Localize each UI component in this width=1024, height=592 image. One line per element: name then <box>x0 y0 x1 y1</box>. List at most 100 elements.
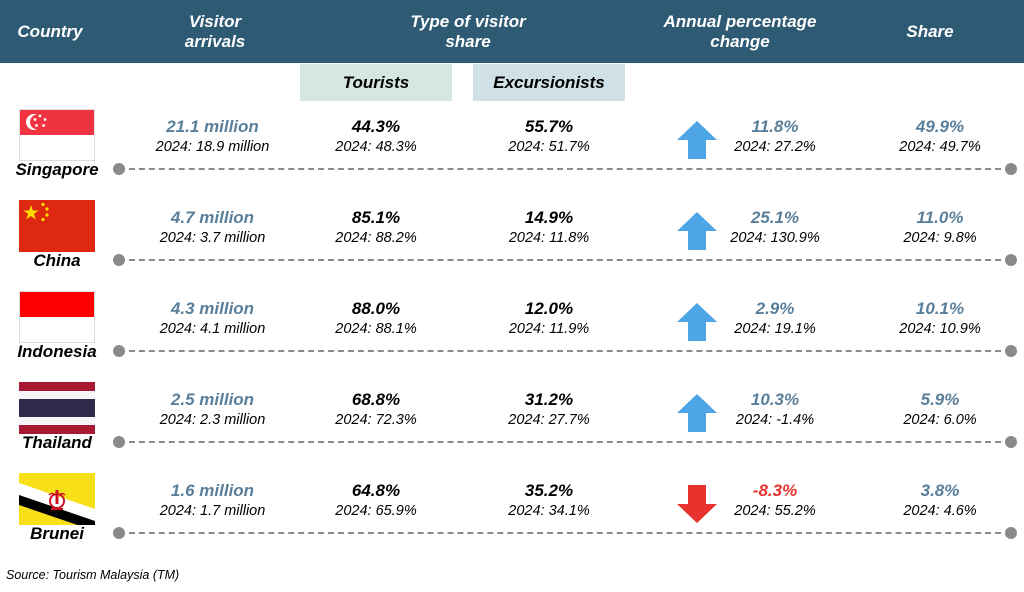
excursionists-prev: 2024: 11.8% <box>508 230 590 246</box>
annual-change-cell: -8.3% 2024: 55.2% <box>715 481 835 521</box>
singapore-flag-icon <box>19 109 95 161</box>
excursionists-cell: 14.9% 2024: 11.8% <box>489 208 609 248</box>
share-prev: 2024: 4.6% <box>903 503 977 519</box>
indonesia-flag-icon <box>19 291 95 343</box>
table-row: China 4.7 million 2024: 3.7 million 85.1… <box>0 192 1024 283</box>
header-share: Share <box>906 21 954 41</box>
excursionists-value: 35.2% <box>524 481 574 500</box>
excursionists-prev: 2024: 11.9% <box>508 321 590 337</box>
arrivals-value: 1.6 million <box>170 481 255 500</box>
tourists-value: 44.3% <box>351 117 401 136</box>
annual-change-cell: 2.9% 2024: 19.1% <box>715 299 835 339</box>
excursionists-prev: 2024: 34.1% <box>508 503 590 519</box>
tourists-cell: 68.8% 2024: 72.3% <box>316 390 436 430</box>
table-header: Country Visitor arrivals Type of visitor… <box>0 0 1024 63</box>
tourists-prev: 2024: 65.9% <box>335 503 417 519</box>
divider-dot <box>113 163 125 175</box>
arrow-down-icon <box>677 485 717 523</box>
subheader-tourists: Tourists <box>300 64 452 101</box>
arrivals-prev: 2024: 2.3 million <box>159 412 266 428</box>
change-prev: 2024: 130.9% <box>730 230 820 246</box>
visitor-arrivals-cell: 4.7 million 2024: 3.7 million <box>140 208 285 248</box>
tourists-cell: 44.3% 2024: 48.3% <box>316 117 436 157</box>
excursionists-cell: 35.2% 2024: 34.1% <box>489 481 609 521</box>
excursionists-cell: 12.0% 2024: 11.9% <box>489 299 609 339</box>
share-cell: 3.8% 2024: 4.6% <box>880 481 1000 521</box>
china-flag-icon <box>19 200 95 252</box>
tourists-value: 68.8% <box>351 390 401 409</box>
share-prev: 2024: 10.9% <box>899 321 981 337</box>
row-divider <box>119 532 1011 534</box>
excursionists-cell: 55.7% 2024: 51.7% <box>489 117 609 157</box>
tourists-cell: 85.1% 2024: 88.2% <box>316 208 436 248</box>
divider-dot <box>1005 163 1017 175</box>
visitor-arrivals-cell: 2.5 million 2024: 2.3 million <box>140 390 285 430</box>
row-divider <box>119 350 1011 352</box>
annual-change-cell: 25.1% 2024: 130.9% <box>715 208 835 248</box>
divider-dot <box>1005 527 1017 539</box>
tourists-prev: 2024: 88.1% <box>335 321 417 337</box>
arrivals-prev: 2024: 1.7 million <box>159 503 266 519</box>
row-divider <box>119 168 1011 170</box>
row-divider <box>119 441 1011 443</box>
annual-change-cell: 10.3% 2024: -1.4% <box>715 390 835 430</box>
divider-dot <box>1005 345 1017 357</box>
tourists-cell: 88.0% 2024: 88.1% <box>316 299 436 339</box>
share-value: 5.9% <box>920 390 960 409</box>
share-value: 10.1% <box>915 299 965 318</box>
divider-dot <box>113 527 125 539</box>
change-prev: 2024: 19.1% <box>734 321 816 337</box>
table-row: Thailand 2.5 million 2024: 2.3 million 6… <box>0 374 1024 465</box>
country-name: Singapore <box>15 160 99 179</box>
excursionists-value: 14.9% <box>524 208 574 227</box>
divider-dot <box>113 254 125 266</box>
country-name: China <box>33 251 81 270</box>
arrivals-prev: 2024: 4.1 million <box>159 321 266 337</box>
tourists-cell: 64.8% 2024: 65.9% <box>316 481 436 521</box>
tourists-value: 64.8% <box>351 481 401 500</box>
excursionists-prev: 2024: 51.7% <box>508 139 590 155</box>
brunei-flag-icon <box>19 473 95 525</box>
change-value: -8.3% <box>752 481 798 500</box>
annual-change-cell: 11.8% 2024: 27.2% <box>715 117 835 157</box>
thailand-flag-icon <box>19 382 95 434</box>
tourists-value: 85.1% <box>351 208 401 227</box>
change-value: 2.9% <box>755 299 795 318</box>
share-value: 49.9% <box>915 117 965 136</box>
tourists-prev: 2024: 48.3% <box>335 139 417 155</box>
excursionists-value: 55.7% <box>524 117 574 136</box>
change-prev: 2024: 27.2% <box>734 139 816 155</box>
change-value: 25.1% <box>750 208 800 227</box>
change-value: 10.3% <box>750 390 800 409</box>
divider-dot <box>1005 254 1017 266</box>
arrivals-value: 21.1 million <box>166 117 259 136</box>
table-row: Indonesia 4.3 million 2024: 4.1 million … <box>0 283 1024 374</box>
change-prev: 2024: -1.4% <box>735 412 815 428</box>
visitor-arrivals-cell: 1.6 million 2024: 1.7 million <box>140 481 285 521</box>
divider-dot <box>113 345 125 357</box>
country-name: Brunei <box>30 524 84 543</box>
arrivals-prev: 2024: 18.9 million <box>155 139 270 155</box>
header-visitor-arrivals: Visitor arrivals <box>184 11 246 51</box>
tourists-prev: 2024: 88.2% <box>335 230 417 246</box>
visitor-arrivals-cell: 21.1 million 2024: 18.9 million <box>140 117 285 157</box>
arrivals-value: 4.3 million <box>170 299 255 318</box>
change-value: 11.8% <box>751 117 799 136</box>
excursionists-value: 12.0% <box>524 299 574 318</box>
share-cell: 5.9% 2024: 6.0% <box>880 390 1000 430</box>
share-cell: 49.9% 2024: 49.7% <box>880 117 1000 157</box>
row-divider <box>119 259 1011 261</box>
share-value: 3.8% <box>920 481 960 500</box>
arrivals-value: 2.5 million <box>170 390 255 409</box>
change-prev: 2024: 55.2% <box>734 503 816 519</box>
subheader-excursionists: Excursionists <box>473 64 625 101</box>
divider-dot <box>1005 436 1017 448</box>
table-row: Brunei 1.6 million 2024: 1.7 million 64.… <box>0 465 1024 556</box>
arrow-up-icon <box>677 121 717 159</box>
arrow-up-icon <box>677 394 717 432</box>
table-row: Singapore 21.1 million 2024: 18.9 millio… <box>0 101 1024 192</box>
share-prev: 2024: 49.7% <box>899 139 981 155</box>
share-prev: 2024: 9.8% <box>903 230 977 246</box>
tourists-value: 88.0% <box>351 299 401 318</box>
share-value: 11.0% <box>916 208 964 227</box>
